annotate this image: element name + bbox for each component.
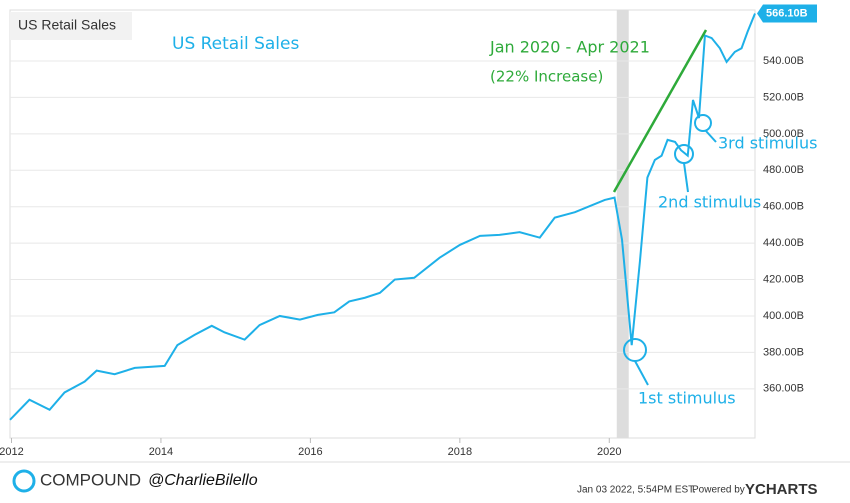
x-tick-label: 2020: [597, 446, 621, 458]
y-tick-label: 480.00B: [763, 164, 804, 176]
annotation: 3rd stimulus: [718, 134, 817, 153]
brand: COMPOUND: [40, 470, 141, 489]
annotation: US Retail Sales: [172, 34, 299, 54]
plot-frame: [9, 9, 756, 439]
provider: YCHARTS: [745, 481, 818, 498]
plot-layer: 360.00B 380.00B 400.00B 420.00B 440.00B 460.0…: [0, 4, 817, 458]
trend-arrow: [612, 29, 708, 193]
x-tick-label: 2014: [149, 446, 173, 458]
last-value-label: 566.10B: [766, 7, 808, 19]
y-tick-label: 520.00B: [763, 91, 804, 103]
y-tick-label: 400.00B: [763, 310, 804, 322]
x-tick-label: 2018: [448, 446, 472, 458]
recession-band: [616, 10, 629, 438]
y-tick-label: 360.00B: [763, 383, 804, 395]
y-tick-label: 440.00B: [763, 237, 804, 249]
x-tick-label: 2016: [298, 446, 322, 458]
annotation: Jan 2020 - Apr 2021: [489, 38, 650, 57]
y-tick-label: 380.00B: [763, 346, 804, 358]
chart-title: US Retail Sales: [18, 17, 116, 33]
annotation: (22% Increase): [490, 68, 603, 86]
handle: @CharlieBilello: [148, 472, 258, 489]
annotation: 2nd stimulus: [658, 193, 761, 212]
series-line: [9, 13, 756, 421]
powered: Powered by: [692, 485, 745, 496]
x-tick-label: 2012: [0, 446, 24, 458]
y-tick-label: 540.00B: [763, 55, 804, 67]
title-box: [10, 12, 132, 40]
timestamp: Jan 03 2022, 5:54PM EST.: [577, 485, 696, 496]
y-tick-label: 460.00B: [763, 201, 804, 213]
y-tick-label: 420.00B: [763, 273, 804, 285]
logo: [12, 469, 36, 493]
annotation: 1st stimulus: [638, 389, 736, 408]
y-tick-label: 500.00B: [763, 128, 804, 140]
last-value-tag: [757, 4, 817, 23]
callouts: [623, 114, 717, 386]
